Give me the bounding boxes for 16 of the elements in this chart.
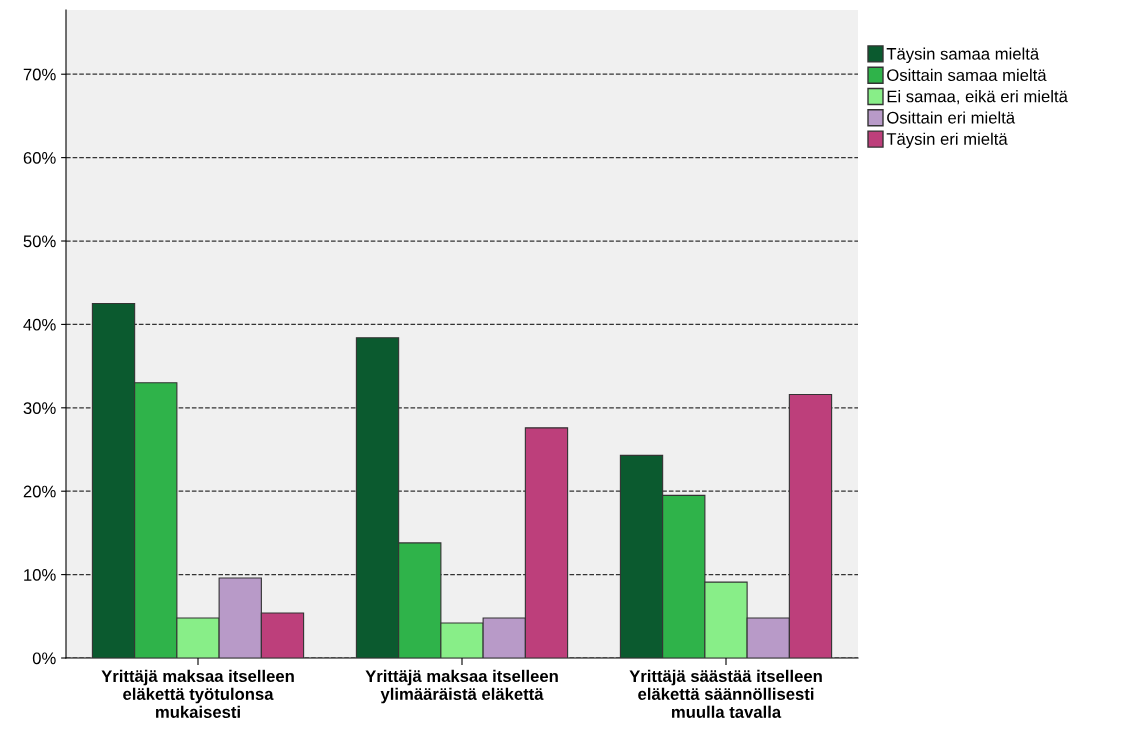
x-tick-label: Yrittäjä maksaa itselleen ylimääräistä eläkettä xyxy=(365,669,558,704)
y-tick-label: 70% xyxy=(23,68,56,81)
x-tick-label: Yrittäjä maksaa itselleen eläkettä työtulonsa mukaisesti xyxy=(101,669,294,718)
y-tick-label: 30% xyxy=(23,402,56,415)
y-tick-label: 50% xyxy=(23,235,56,248)
legend-label: Osittain samaa mieltä xyxy=(887,68,1047,82)
y-tick-label: 10% xyxy=(24,569,56,581)
y-tick-label: 0% xyxy=(32,652,56,665)
y-tick-label: 60% xyxy=(23,152,56,164)
legend-label: Osittain eri mieltä xyxy=(887,111,1016,124)
legend-label: Täysin eri mieltä xyxy=(886,132,1008,149)
legend-label: Ei samaa, eikä eri mieltä xyxy=(887,90,1068,105)
x-tick-label: Yrittäjä säästää itselleen eläkettä säännöllisesti muulla tavalla xyxy=(629,669,822,718)
y-tick-label: 40% xyxy=(23,318,56,331)
legend-label: Täysin samaa mieltä xyxy=(886,47,1040,64)
y-tick-label: 20% xyxy=(23,485,56,498)
